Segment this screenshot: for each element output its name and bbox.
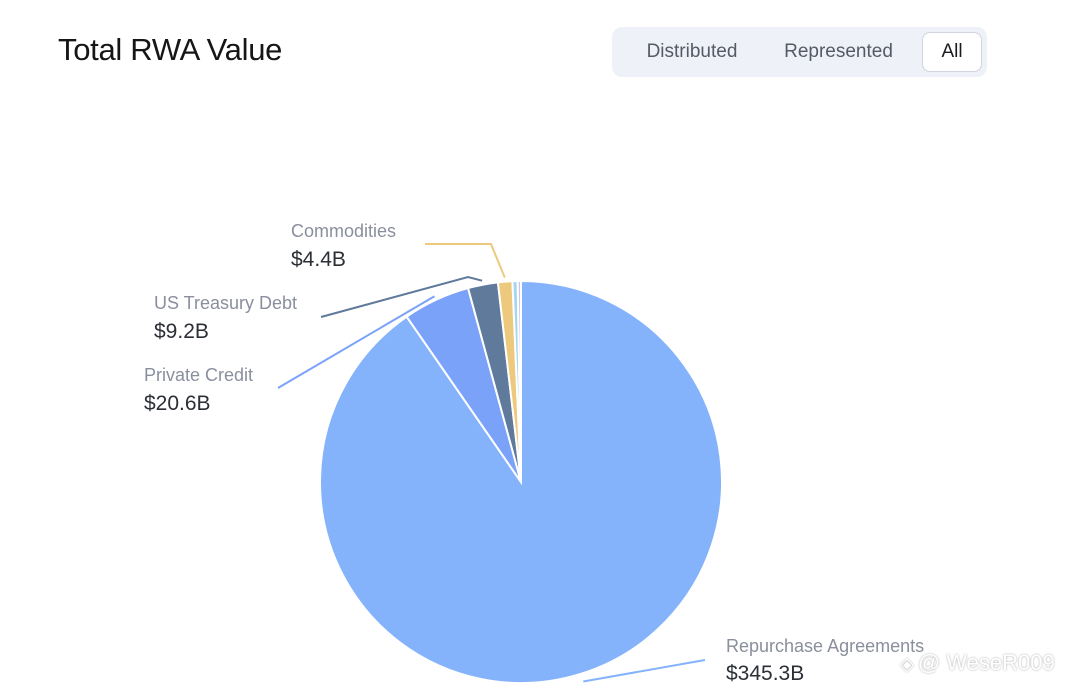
slice-value-private-credit: $20.6B [144,392,211,415]
slice-label-commodities: Commodities [291,221,396,241]
leader-line-commodities [425,243,506,278]
leader-line-us-treasury-debt [320,275,483,318]
toggle-represented-button[interactable]: Represented [784,41,893,62]
leader-line-private-credit [277,295,436,389]
slice-label-repurchase-agreements: Repurchase Agreements [726,636,924,656]
view-toggle: Distributed Represented All [612,27,987,77]
toggle-all-button[interactable]: All [922,32,982,72]
slice-value-commodities: $4.4B [291,248,346,271]
leader-line-repurchase-agreements [583,659,706,683]
slice-label-us-treasury-debt: US Treasury Debt [154,293,297,313]
pie-slice-other-5[interactable] [516,279,522,483]
watermark-text: @ WeseR009 [917,650,1055,675]
slice-label-private-credit: Private Credit [144,365,253,385]
toggle-distributed-button[interactable]: Distributed [646,41,738,62]
chart-title: Total RWA Value [58,32,283,67]
slice-value-repurchase-agreements: $345.3B [726,662,804,685]
watermark: ◈ @ WeseR009 [900,650,1055,676]
slice-value-us-treasury-debt: $9.2B [154,320,209,343]
watermark-logo-icon: ◈ [900,654,914,674]
